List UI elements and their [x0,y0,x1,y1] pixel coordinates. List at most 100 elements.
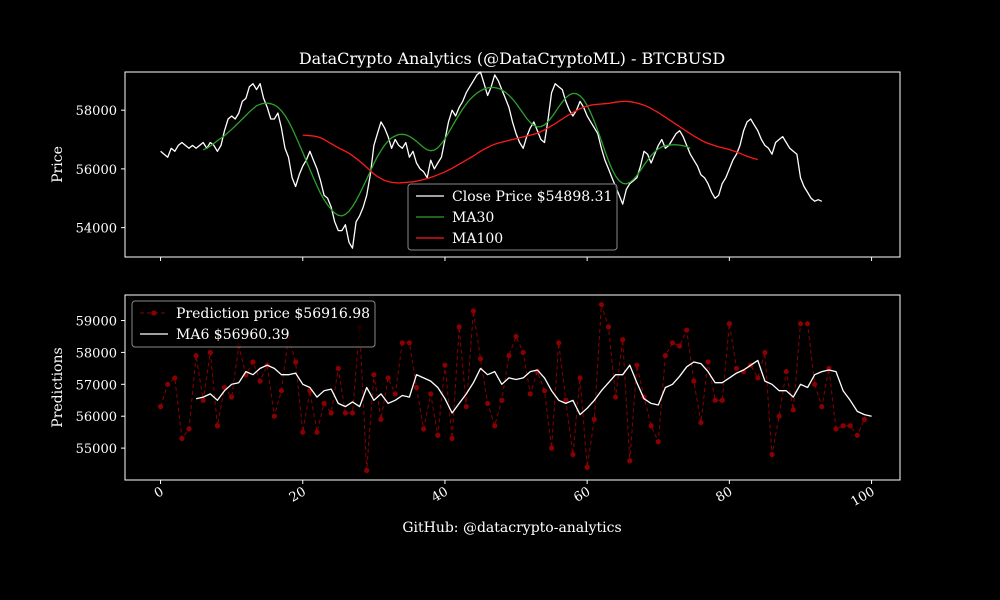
data-point [790,407,796,413]
legend-box [131,300,376,348]
data-point [463,404,469,410]
x-axis-label: GitHub: @datacrypto-analytics [402,520,621,536]
data-point [819,404,825,410]
data-point [648,423,654,429]
data-point [392,391,398,397]
data-point [705,359,711,365]
data-point [620,337,626,343]
data-point [627,458,633,464]
data-point [549,445,555,451]
y-tick-label: 54000 [76,222,117,237]
data-point [698,419,704,426]
data-point [214,423,221,429]
legend-label: MA6 $56960.39 [176,327,290,343]
data-point [207,349,213,356]
data-point [186,426,192,432]
data-point [172,375,178,381]
y-axis-label: Price [50,146,66,183]
data-point [783,368,789,375]
data-point [229,394,235,400]
data-point [762,349,768,356]
data-point [492,423,498,429]
data-point [342,410,349,416]
data-point [321,400,327,407]
data-point [442,362,448,368]
y-tick-label: 59000 [76,315,117,330]
data-point [378,416,384,422]
data-point [612,394,619,400]
series-line-2 [195,359,872,417]
data-point [506,353,512,359]
data-point [598,301,604,308]
legend-label: MA30 [452,210,494,226]
x-tick-label: 80 [714,484,736,505]
data-point [499,397,505,403]
legend-label: MA100 [452,231,503,247]
data-point [669,340,676,346]
y-axis-label: Predictions [50,347,66,427]
data-point [691,378,697,384]
data-point [193,353,199,359]
data-point [257,378,263,384]
data-point [157,404,164,410]
data-point [591,416,597,422]
data-point [605,324,612,330]
data-point [755,375,761,381]
data-point [833,426,839,432]
legend-marker [151,310,157,316]
data-point [847,423,853,429]
data-point [861,416,868,422]
data-point [662,353,668,359]
data-point [179,435,185,442]
data-point [797,321,804,327]
data-point [349,410,356,416]
data-point [421,426,427,432]
data-point [293,359,299,365]
x-tick-label: 60 [571,484,593,505]
data-point [406,340,413,346]
series-line-3 [302,100,758,184]
data-point [726,321,732,327]
y-tick-label: 58000 [76,346,117,361]
chart-title: DataCrypto Analytics (@DataCryptoML) - B… [299,49,725,68]
series-line-2 [202,86,691,217]
data-point [676,343,683,349]
data-point [776,413,782,419]
data-point [577,375,583,381]
data-point [812,381,818,387]
data-point [300,429,306,435]
data-point [527,391,533,397]
y-tick-label: 58000 [76,104,117,119]
x-tick-label: 40 [429,484,451,505]
data-point [428,391,434,397]
data-point [271,413,277,419]
data-point [712,397,718,403]
data-point [314,429,320,435]
y-tick-label: 56000 [76,410,117,425]
data-point [854,432,860,438]
data-point [456,324,462,330]
data-point [684,327,690,333]
legend-box [407,183,618,251]
series-line-1 [160,304,865,471]
legend-label: Close Price $54898.31 [452,189,612,205]
price-panel: 54000 56000 58000 Price Close Price $54898.3… [50,71,901,261]
data-point [769,451,775,458]
data-point [328,410,334,416]
data-point [563,397,569,403]
y-tick-label: 55000 [76,442,117,457]
data-point [449,435,455,442]
data-point [364,467,370,474]
y-tick-label: 56000 [76,163,117,178]
data-point [470,308,476,314]
data-point [634,362,640,368]
data-point [556,340,562,346]
data-point [485,400,491,407]
data-point [200,397,206,403]
data-point [165,381,171,387]
data-point [435,432,441,438]
data-point [655,439,661,445]
data-point [278,388,285,394]
